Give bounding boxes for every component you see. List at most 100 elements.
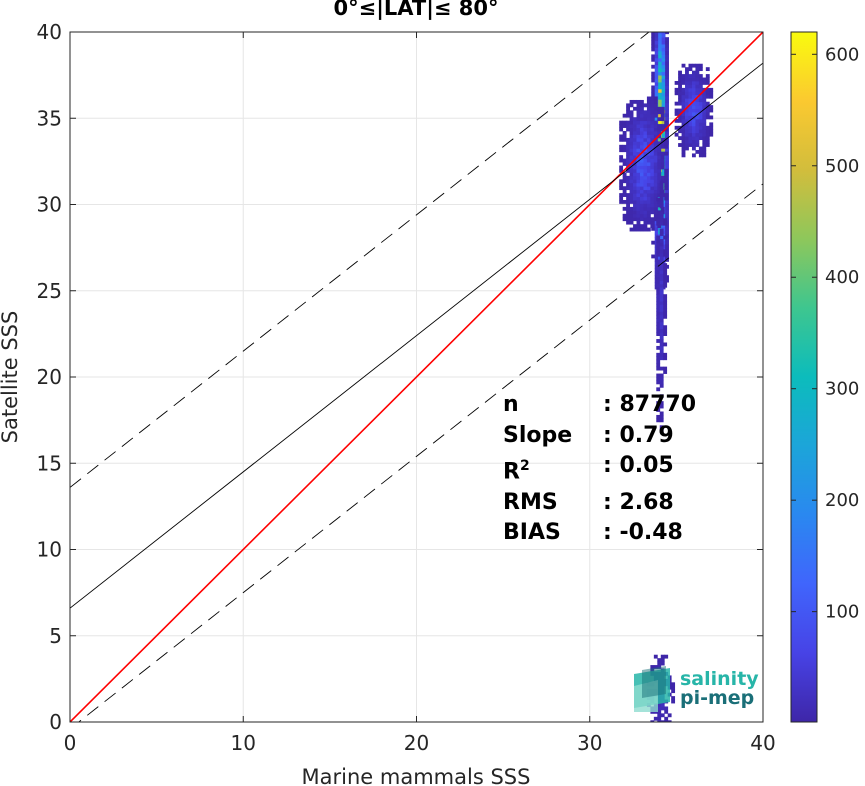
density-cell <box>626 175 630 180</box>
density-cell <box>622 172 627 177</box>
density-cell <box>657 193 662 197</box>
density-cell <box>636 220 641 225</box>
density-cell <box>657 127 662 132</box>
density-cell <box>636 213 641 218</box>
stat-rms-value: : 2.68 <box>603 489 674 515</box>
density-cell <box>661 734 665 738</box>
density-cell <box>633 189 637 194</box>
density-cell <box>657 106 662 111</box>
density-cell <box>650 162 655 166</box>
density-cell <box>653 134 658 139</box>
density-cell <box>639 148 644 153</box>
density-cell <box>665 106 669 111</box>
density-cell <box>705 94 710 99</box>
density-cell <box>639 141 644 146</box>
density-cell <box>665 202 669 207</box>
density-cell <box>619 193 624 197</box>
density-cell <box>656 308 661 312</box>
density-cell <box>688 136 693 141</box>
density-cell <box>665 147 669 152</box>
density-cell <box>660 151 665 156</box>
density-cell <box>664 654 669 659</box>
density-cell <box>622 206 627 211</box>
density-cell <box>659 201 664 205</box>
density-cell <box>661 119 666 124</box>
density-cell <box>619 137 624 142</box>
density-cell <box>688 115 693 120</box>
density-cell <box>661 130 666 135</box>
density-cell <box>665 113 669 117</box>
density-cell <box>653 141 658 146</box>
colorbar-ticks: 100 200 300 400 500 600 <box>791 44 859 623</box>
density-cell <box>643 172 648 177</box>
density-cell <box>685 122 689 127</box>
density-cell <box>664 141 669 146</box>
density-cell <box>705 136 710 141</box>
density-cell <box>651 75 656 79</box>
density-cell <box>658 47 663 52</box>
density-cell <box>664 196 669 201</box>
density-cell <box>695 143 700 147</box>
density-cell <box>633 172 637 177</box>
density-cell <box>636 210 641 215</box>
density-cell <box>656 239 661 243</box>
density-cell <box>650 203 655 208</box>
density-cell <box>665 88 669 93</box>
y-tick-label: 20 <box>37 365 62 389</box>
density-cell <box>691 139 696 144</box>
density-cell <box>661 92 666 97</box>
density-cell <box>636 99 641 104</box>
density-cell <box>639 120 644 125</box>
density-cell <box>659 345 664 350</box>
density-cell <box>643 117 648 122</box>
density-cell <box>633 179 637 184</box>
density-cell <box>643 158 648 163</box>
density-cell <box>643 210 648 215</box>
x-tick-label: 40 <box>750 731 775 755</box>
logo-icon <box>634 666 670 712</box>
density-cell <box>688 118 693 123</box>
density-cell <box>691 94 696 99</box>
density-cell <box>709 129 714 134</box>
density-cell <box>643 203 648 208</box>
density-cell <box>659 401 664 405</box>
density-cell <box>681 63 686 68</box>
density-cell <box>659 373 664 378</box>
density-cell <box>636 110 641 115</box>
density-cell <box>657 709 662 714</box>
density-cell <box>695 101 700 106</box>
density-cell <box>643 227 648 232</box>
density-cell <box>685 108 689 113</box>
density-cell <box>685 146 689 151</box>
density-cell <box>691 63 696 68</box>
density-cell <box>629 168 634 173</box>
density-cell <box>636 144 641 149</box>
density-cell <box>653 148 658 153</box>
stat-r2: R2 : 0.05 <box>503 451 696 488</box>
density-cell <box>661 68 666 73</box>
density-cell <box>646 148 651 153</box>
density-cell <box>659 249 664 254</box>
density-cell <box>656 359 661 364</box>
density-cell <box>658 50 663 55</box>
density-cell <box>636 203 641 208</box>
density-cell <box>629 189 634 194</box>
stat-n-value: : 87770 <box>603 392 696 417</box>
density-cell <box>651 226 656 231</box>
density-cell <box>656 245 661 250</box>
density-cell <box>653 106 658 111</box>
density-cell <box>650 113 655 118</box>
density-cell <box>643 144 648 149</box>
density-cell <box>651 40 656 45</box>
density-cell <box>646 165 651 170</box>
density-cell <box>688 74 693 78</box>
density-cell <box>658 61 663 66</box>
density-cell <box>663 280 668 285</box>
density-cell <box>636 137 641 142</box>
density-cell <box>643 196 648 201</box>
density-cell <box>663 304 668 309</box>
density-cell <box>633 203 637 208</box>
density-cell <box>646 155 651 160</box>
density-cell <box>659 339 664 343</box>
